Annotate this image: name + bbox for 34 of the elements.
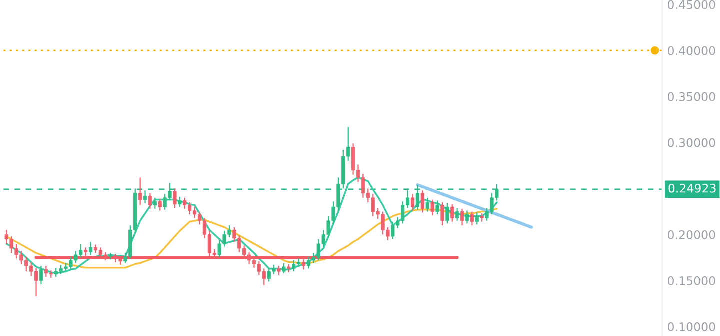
candlestick — [450, 204, 454, 222]
candlestick — [143, 190, 148, 204]
y-tick-label: 0.45000 — [668, 0, 716, 10]
y-tick-label: 0.40000 — [668, 46, 716, 56]
y-tick-label: 0.15000 — [668, 276, 716, 286]
candlestick — [430, 199, 434, 216]
candlestick — [153, 197, 157, 210]
candlestick — [446, 202, 450, 224]
y-tick-label: 0.35000 — [668, 92, 716, 102]
candlestick — [465, 210, 470, 224]
candlestick — [456, 207, 460, 222]
candlestick — [88, 242, 93, 256]
y-tick-label: 0.10000 — [668, 322, 716, 332]
candlestick — [282, 262, 286, 274]
ref-line-label: 0.24923 — [668, 184, 716, 193]
candlestick — [302, 259, 306, 270]
candlestick — [470, 211, 474, 226]
candlestick — [158, 198, 162, 212]
y-tick-label: 0.30000 — [668, 138, 716, 148]
y-tick-label: 0.20000 — [668, 230, 716, 240]
candlestick — [426, 197, 430, 212]
candlestick — [148, 192, 152, 210]
candlestick — [420, 190, 424, 214]
candlestick — [475, 212, 479, 226]
candlestick — [178, 196, 182, 208]
candlestick — [39, 265, 44, 286]
candlestick — [410, 194, 415, 212]
candlestick — [138, 177, 142, 206]
candlestick — [436, 200, 440, 216]
line-series — [416, 184, 534, 229]
candlestick — [440, 202, 444, 226]
candlestick — [173, 188, 177, 209]
candlestick — [460, 208, 464, 226]
candlestick — [277, 265, 281, 276]
